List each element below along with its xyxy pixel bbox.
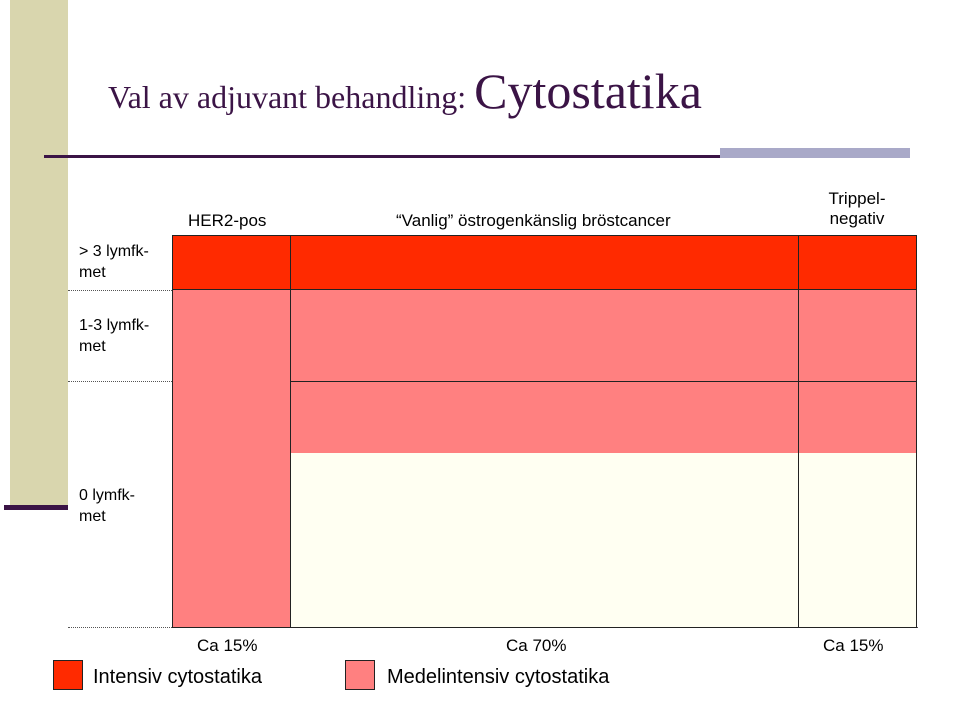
title-rule-accent — [720, 148, 910, 158]
cell-vanlig-0 — [290, 453, 799, 628]
percent-trippel: Ca 15% — [823, 636, 884, 655]
row-separator — [68, 381, 172, 382]
cell-vanlig-over3 — [290, 235, 799, 290]
percent-her2: Ca 15% — [197, 636, 258, 655]
row-label-over-3-line1: > 3 lymfk- — [79, 243, 149, 260]
cell-her2-rest — [172, 289, 291, 628]
row-separator — [68, 290, 172, 291]
side-bar-foot — [4, 505, 68, 510]
legend-swatch-intensive — [53, 660, 83, 690]
cell-trippel-border — [798, 381, 917, 454]
column-header-trippel-line2: negativ — [829, 208, 885, 228]
percent-vanlig: Ca 70% — [506, 636, 567, 655]
row-label-over-3-line2: met — [79, 263, 106, 281]
column-header-trippel: Trippel- negativ — [826, 189, 888, 228]
legend-label-medium: Medelintensiv cytostatika — [387, 666, 610, 688]
cell-trippel-over3 — [798, 235, 917, 290]
title-rule — [44, 155, 910, 158]
column-header-her2: HER2-pos — [188, 211, 267, 230]
row-label-over-3: > 3 lymfk- met — [79, 242, 149, 284]
side-bar — [10, 0, 68, 510]
row-label-1-3-line2: met — [79, 337, 106, 355]
row-label-0: 0 lymfk- met — [79, 486, 135, 528]
cell-vanlig-1-3 — [290, 289, 799, 382]
column-header-vanlig: “Vanlig” östrogenkänslig bröstcancer — [396, 211, 671, 230]
title-part1: Val av adjuvant behandling: — [108, 79, 475, 115]
legend-swatch-medium — [345, 660, 375, 690]
cell-trippel-0 — [798, 453, 917, 628]
cell-trippel-1-3 — [798, 289, 917, 382]
page-title: Val av adjuvant behandling: Cytostatika — [108, 66, 702, 116]
legend-label-intensive: Intensiv cytostatika — [93, 666, 262, 688]
row-label-1-3: 1-3 lymfk- met — [79, 316, 149, 358]
row-label-1-3-line1: 1-3 lymfk- — [79, 317, 150, 334]
column-header-trippel-line1: Trippel- — [828, 189, 886, 208]
row-label-0-line1: 0 lymfk- — [79, 487, 135, 504]
title-part2: Cytostatika — [474, 63, 702, 119]
cell-vanlig-border — [290, 381, 799, 454]
cell-her2-over3 — [172, 235, 291, 290]
row-label-0-line2: met — [79, 507, 106, 525]
